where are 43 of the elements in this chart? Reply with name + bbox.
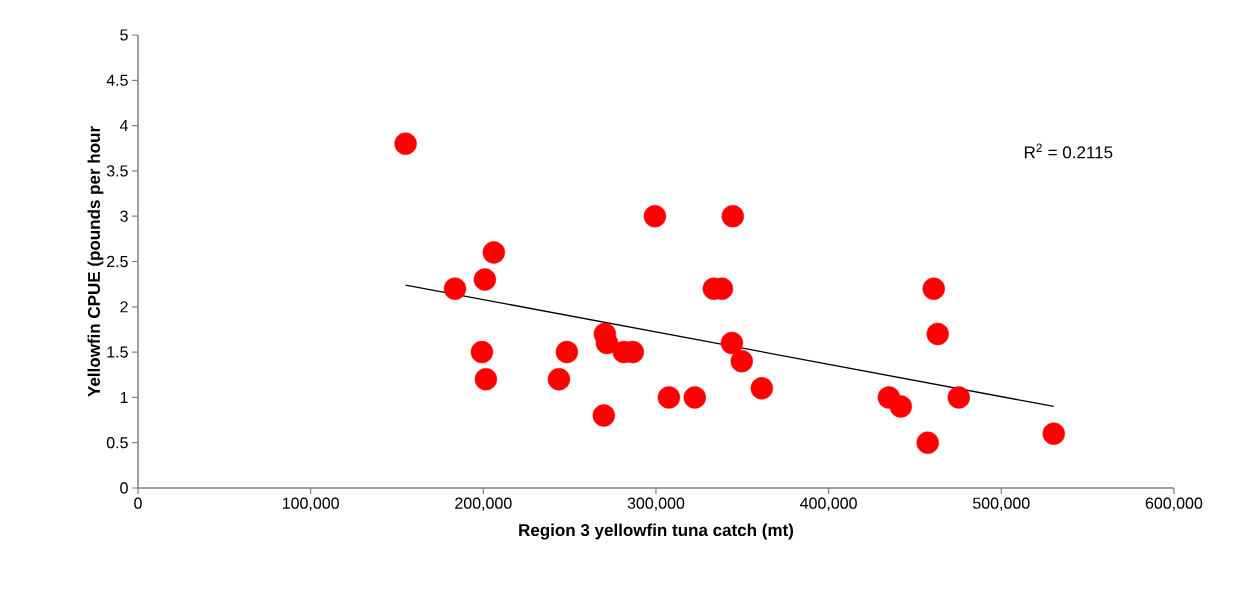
y-tick-label: 5 [120, 29, 128, 41]
point [443, 277, 467, 300]
y-tick-label: 2.5 [107, 255, 128, 268]
point [889, 395, 912, 418]
annotation: R$^{2}$ = 0.2115 [1024, 143, 1113, 159]
point [555, 340, 579, 364]
point [643, 204, 667, 228]
x-tick-label: 400,000 [800, 497, 857, 511]
point [721, 204, 744, 228]
point [720, 331, 744, 355]
y-tick-label: 2 [120, 301, 128, 313]
y-tick-label: 0.5 [106, 437, 128, 449]
x-tick-label: 600,000 [1145, 497, 1203, 511]
point [470, 340, 494, 364]
y-tick-label: 3 [120, 210, 128, 222]
x-axis-title: Region 3 yellowfin tuna catch (mt) [519, 523, 794, 540]
point [750, 377, 773, 400]
point [394, 132, 417, 155]
point [547, 368, 571, 391]
point [916, 431, 939, 454]
x-tick-label: 0 [134, 497, 142, 509]
point [922, 277, 945, 300]
y-tick-label: 3.5 [106, 165, 128, 177]
point [657, 386, 681, 409]
point [1042, 422, 1065, 445]
x-tick-label: 200,000 [455, 497, 512, 511]
point [926, 322, 949, 346]
point [473, 268, 497, 291]
point [474, 368, 498, 391]
x-tick-label: 100,000 [282, 497, 339, 511]
point [947, 386, 970, 409]
point [730, 349, 753, 373]
point [482, 241, 506, 264]
y-tick-label: 0 [120, 482, 128, 494]
y-tick-label: 4 [119, 120, 128, 132]
y-tick-label: 1 [120, 391, 128, 403]
x-tick-label: 500,000 [973, 497, 1030, 511]
y-tick-label: 4.5 [106, 74, 128, 86]
y-axis-title: Yellowfin CPUE (pounds per hour [87, 126, 104, 397]
point [592, 404, 616, 427]
x-tick-label: 300,000 [627, 497, 685, 511]
y-tick-label: 1.5 [107, 346, 128, 358]
point [683, 386, 707, 409]
